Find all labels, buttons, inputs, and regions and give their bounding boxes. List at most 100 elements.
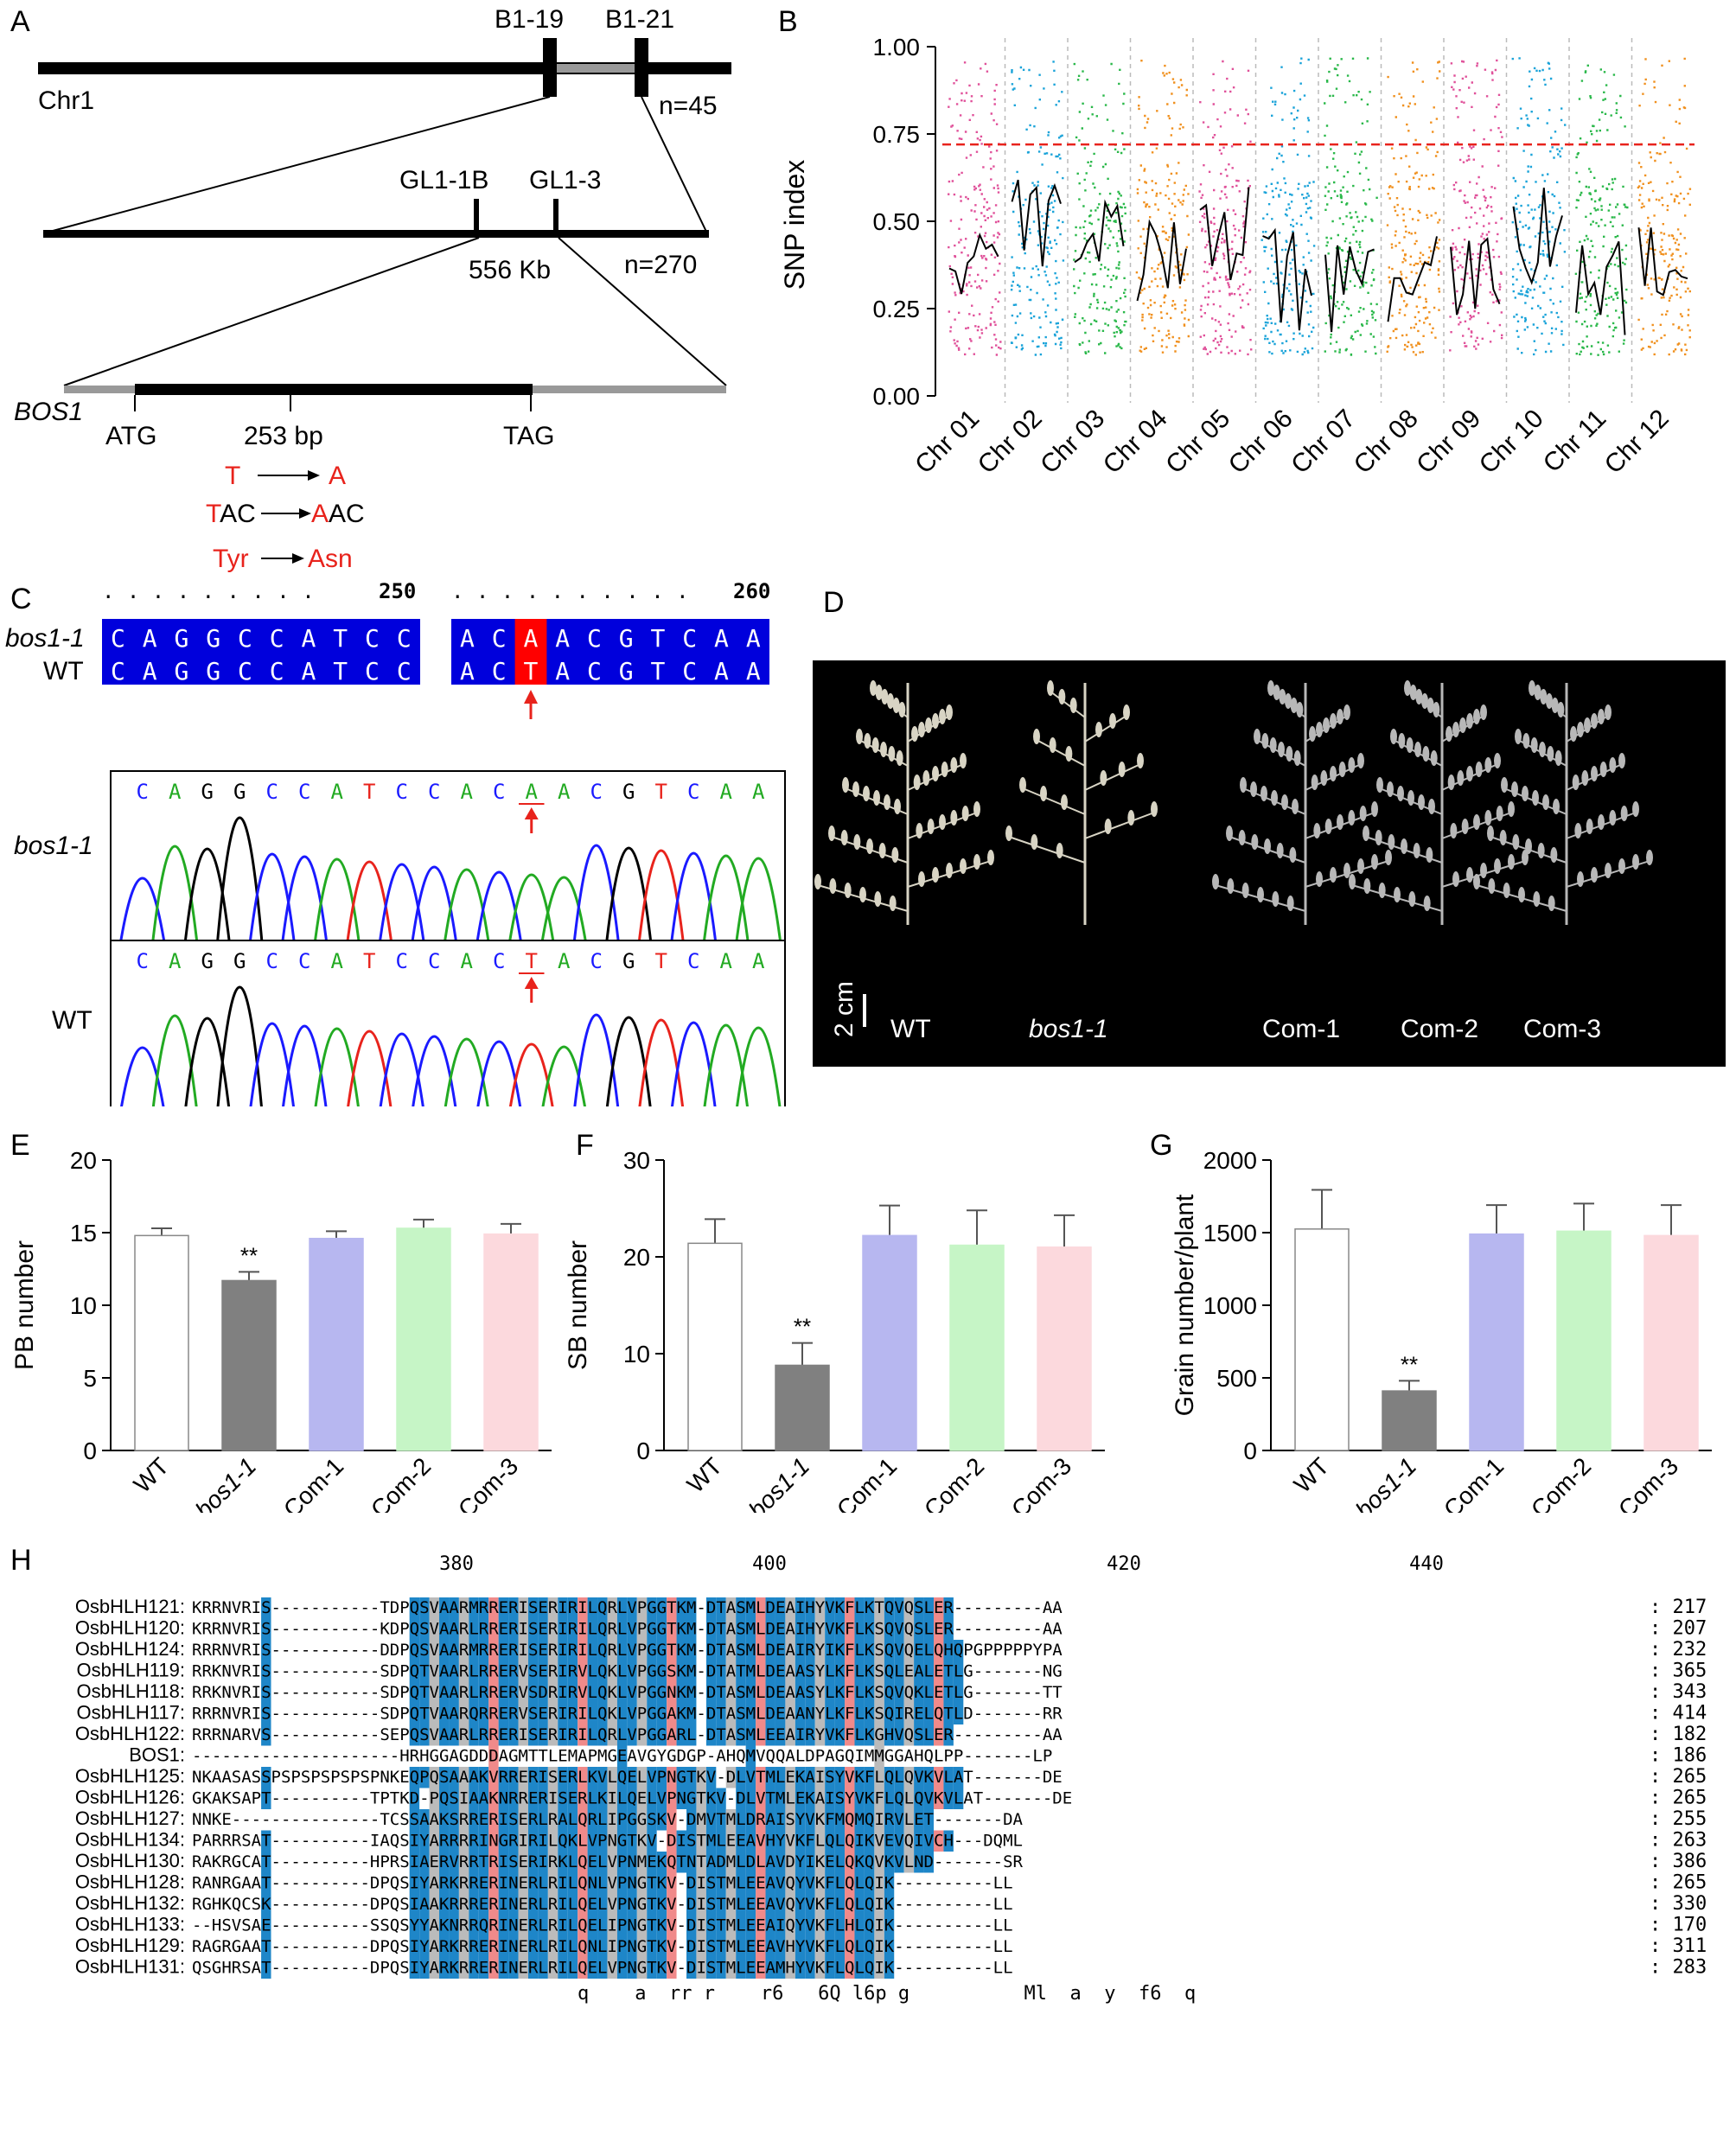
residue-shade bbox=[854, 1915, 865, 1936]
grain bbox=[891, 847, 899, 863]
residue-shade bbox=[518, 1830, 528, 1852]
residue-shade bbox=[498, 1957, 509, 1979]
residue-shade bbox=[923, 1640, 934, 1661]
residue-shade bbox=[874, 1915, 884, 1936]
residue-shade bbox=[261, 1767, 271, 1788]
residue-shade bbox=[825, 1661, 835, 1682]
alignment-length: : 182 bbox=[1650, 1724, 1707, 1745]
grain bbox=[1296, 702, 1304, 717]
residue-shade bbox=[458, 1682, 469, 1704]
residue-shade bbox=[834, 1640, 846, 1661]
residue-shade bbox=[261, 1703, 271, 1724]
residue-shade bbox=[903, 1597, 915, 1619]
trace-base: C bbox=[266, 949, 278, 973]
residue-shade bbox=[725, 1915, 737, 1936]
grain bbox=[842, 777, 849, 793]
residue-shade bbox=[597, 1809, 608, 1831]
residue-shade bbox=[795, 1703, 806, 1724]
residue-shade bbox=[845, 1830, 855, 1852]
snp-points-chr bbox=[948, 61, 1002, 356]
residue-shade bbox=[616, 1915, 628, 1936]
grain bbox=[961, 806, 969, 821]
residue-shade bbox=[795, 1788, 806, 1809]
residue-shade bbox=[903, 1682, 915, 1704]
snp-ytick-label: 0.00 bbox=[873, 383, 921, 410]
trace-base: C bbox=[428, 780, 440, 804]
alignment-seq-name: OsbHLH131: bbox=[75, 1956, 185, 1978]
snp-points-chr bbox=[1073, 62, 1127, 355]
residue-shade bbox=[498, 1597, 509, 1619]
residue-shade bbox=[725, 1703, 737, 1724]
grain bbox=[1292, 799, 1299, 814]
residue-shade bbox=[854, 1957, 865, 1979]
snp-smooth-line bbox=[1199, 187, 1250, 281]
residue-shade bbox=[261, 1915, 271, 1936]
grain bbox=[1515, 729, 1522, 744]
residue-shade bbox=[716, 1872, 726, 1894]
residue-shade bbox=[647, 1872, 657, 1894]
chr-tick-label: Chr 06 bbox=[1223, 405, 1299, 480]
residue-shade bbox=[547, 1640, 558, 1661]
residue-shade bbox=[785, 1915, 795, 1936]
residue-shade bbox=[716, 1703, 726, 1724]
residue-shade bbox=[854, 1809, 865, 1831]
residue-shade bbox=[527, 1915, 539, 1936]
residue-shade bbox=[874, 1872, 884, 1894]
alignment-seq-name: OsbHLH129: bbox=[75, 1935, 185, 1956]
grain bbox=[1433, 702, 1440, 717]
grain bbox=[1261, 733, 1269, 749]
residue-shade bbox=[854, 1894, 865, 1916]
grain bbox=[1473, 874, 1480, 889]
residue-shade bbox=[736, 1852, 746, 1873]
grain bbox=[1415, 689, 1423, 704]
grain bbox=[1320, 770, 1328, 786]
residue-shade bbox=[943, 1724, 954, 1746]
residue-shade bbox=[745, 1957, 756, 1979]
trace-base: C bbox=[493, 949, 505, 973]
residue-shade bbox=[261, 1724, 271, 1746]
residue-shade bbox=[864, 1936, 875, 1958]
residue-shade bbox=[814, 1640, 826, 1661]
gene-utr-right bbox=[533, 386, 726, 393]
plant-label: WT bbox=[890, 1015, 931, 1043]
grain bbox=[1414, 742, 1421, 757]
residue-shade bbox=[409, 1661, 420, 1682]
residue-shade bbox=[805, 1894, 815, 1916]
residue-shade bbox=[667, 1788, 677, 1809]
residue-shade bbox=[647, 1597, 657, 1619]
grain bbox=[1609, 810, 1617, 826]
grain bbox=[1388, 834, 1395, 850]
grain bbox=[1286, 896, 1294, 911]
residue-shade bbox=[845, 1703, 855, 1724]
snp-smooth-line bbox=[1136, 219, 1187, 302]
residue-shade bbox=[756, 1703, 766, 1724]
trace-peak bbox=[508, 1042, 554, 1106]
residue-shade bbox=[458, 1957, 469, 1979]
panicle-branch bbox=[1022, 787, 1086, 815]
grain bbox=[881, 689, 889, 704]
residue-shade bbox=[785, 1809, 795, 1831]
residue-shade bbox=[874, 1894, 884, 1916]
residue-shade bbox=[884, 1915, 895, 1936]
residue-shade bbox=[508, 1703, 519, 1724]
residue-shade bbox=[518, 1640, 528, 1661]
residue-shade bbox=[943, 1767, 954, 1788]
residue-shade bbox=[864, 1661, 875, 1682]
residue-shade bbox=[775, 1767, 786, 1788]
residue-shade bbox=[884, 1724, 895, 1746]
residue-shade bbox=[538, 1852, 548, 1873]
residue-shade bbox=[736, 1872, 746, 1894]
residue-shade bbox=[686, 1915, 697, 1936]
residue-shade bbox=[725, 1957, 737, 1979]
grain bbox=[1548, 896, 1555, 911]
residue-shade bbox=[547, 1618, 558, 1640]
trace-base: A bbox=[461, 949, 474, 973]
seq-text: ACAACGTCAA bbox=[460, 624, 778, 653]
residue-shade bbox=[696, 1852, 706, 1873]
chr-tick-label: Chr 12 bbox=[1599, 405, 1675, 480]
grain bbox=[941, 762, 948, 777]
residue-shade bbox=[636, 1682, 648, 1704]
plant-label: Com-2 bbox=[1401, 1015, 1478, 1043]
residue-shade bbox=[597, 1894, 608, 1916]
